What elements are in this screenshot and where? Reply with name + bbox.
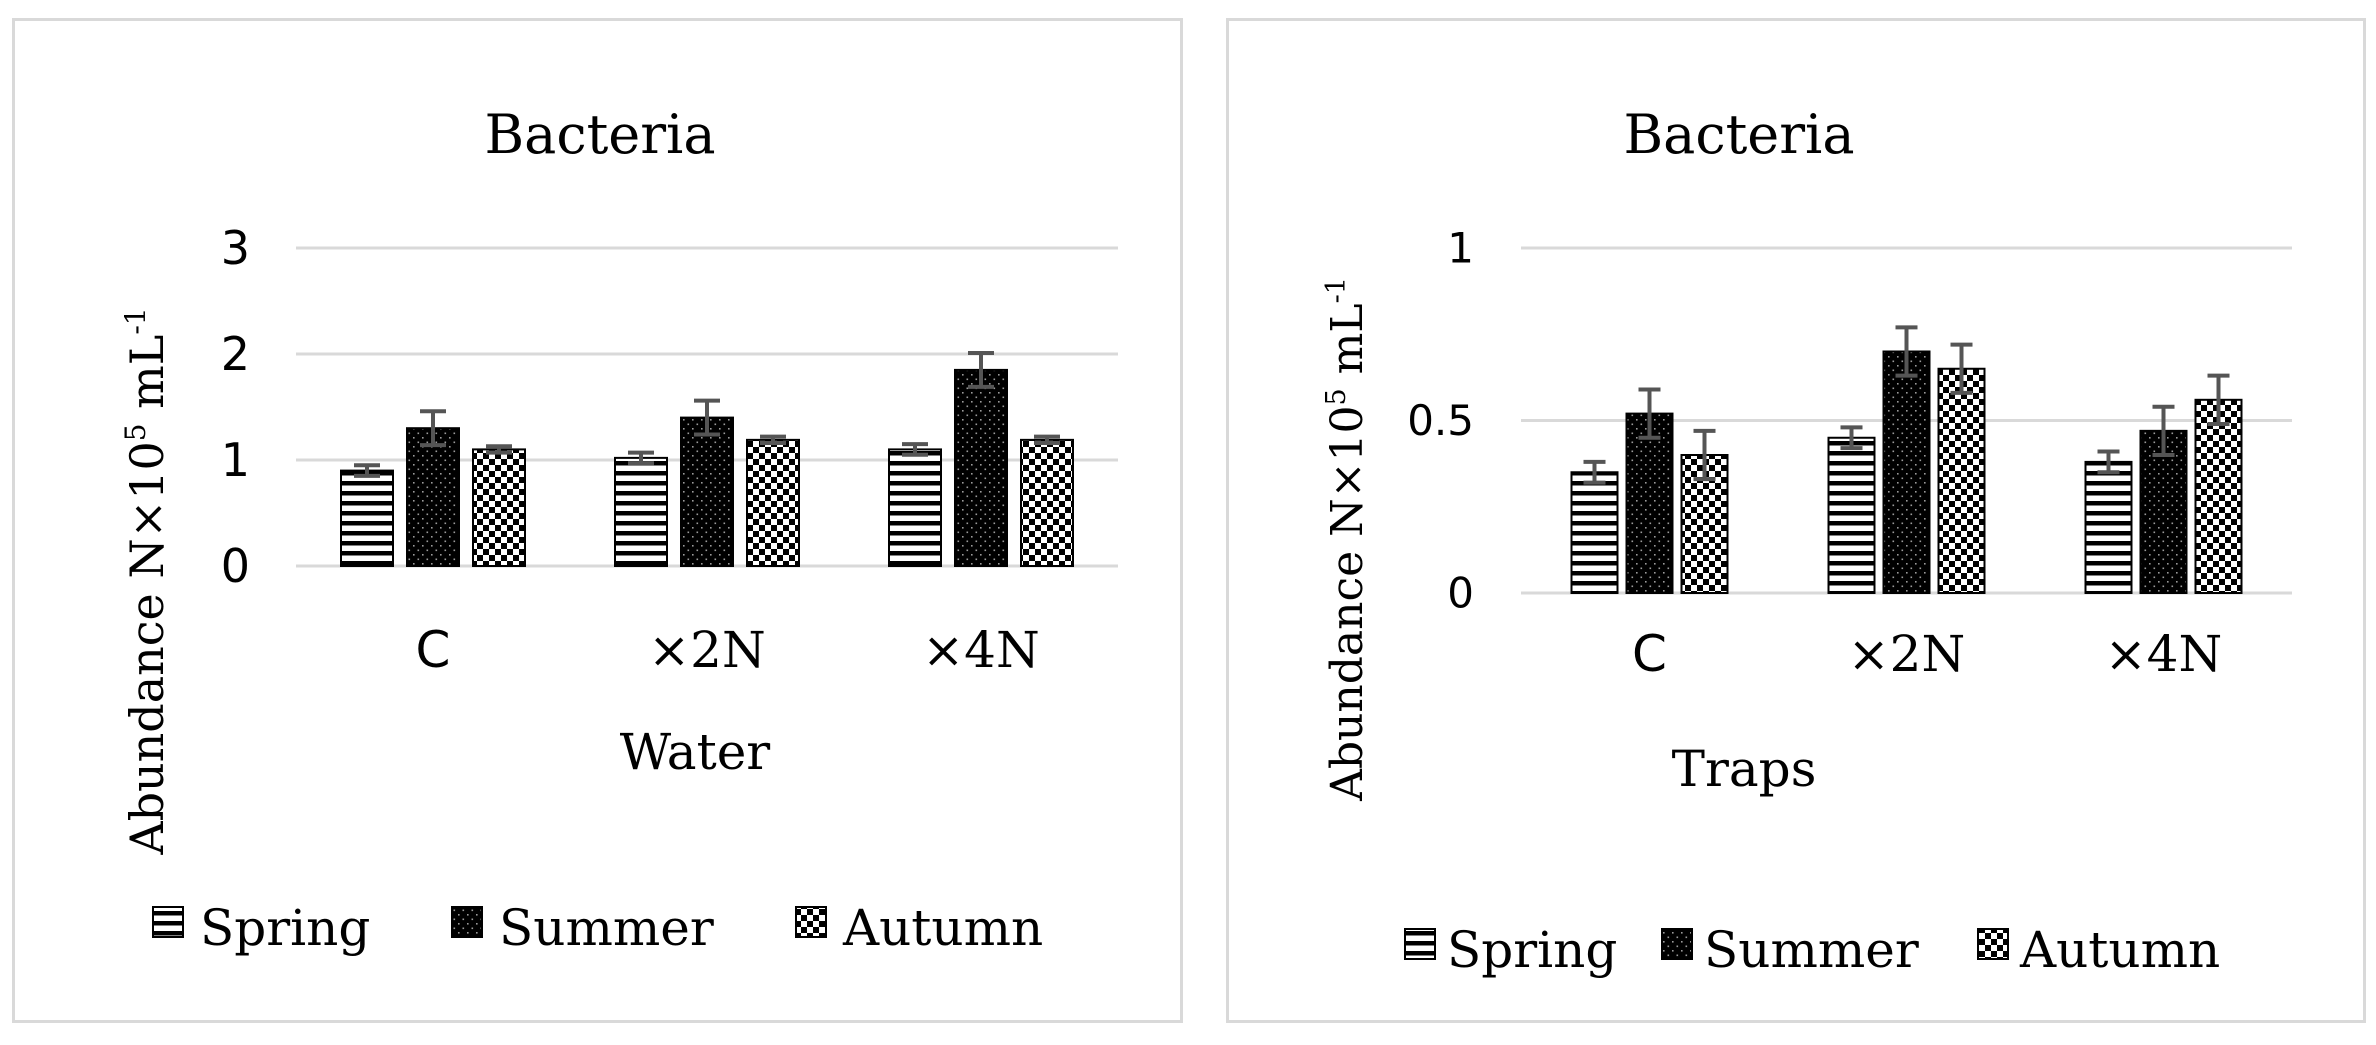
error-bar <box>1693 428 1716 482</box>
legend-swatch <box>1661 928 1693 960</box>
x-category-label: ×4N <box>2105 625 2222 683</box>
legend-item-spring: Spring <box>1404 921 1617 979</box>
bar-autumn <box>472 448 526 567</box>
error-bar <box>2207 373 2230 426</box>
legend-item-summer: Summer <box>451 899 714 957</box>
bar-spring <box>340 469 394 568</box>
chart-traps-svg: Bacteria Traps Abundance N×105 mL-1 0 0.5… <box>1321 103 2292 979</box>
bar-spring <box>2084 460 2133 594</box>
y-tick-label: 1 <box>1447 224 1474 273</box>
bar-autumn <box>2194 398 2243 594</box>
x-axis-label: Traps <box>1672 740 1817 798</box>
y-tick-label: 0 <box>1447 569 1474 618</box>
bar-spring <box>888 448 942 567</box>
error-bar <box>1583 459 1606 485</box>
x-category-label: ×2N <box>648 621 765 679</box>
error-bar <box>486 444 512 455</box>
bar-autumn <box>1020 438 1074 567</box>
bar-autumn <box>746 438 800 567</box>
x-category-label: C <box>416 621 451 679</box>
legend-swatch <box>451 906 483 938</box>
error-bar <box>354 463 380 478</box>
legend-swatch <box>152 906 184 938</box>
bar-summer <box>680 416 734 567</box>
legend-swatch <box>795 906 827 938</box>
error-bar <box>1034 434 1060 446</box>
error-bar <box>968 350 994 389</box>
y-tick-label: 0.5 <box>1407 396 1474 445</box>
error-bar <box>2152 404 2175 457</box>
y-tick-label: 3 <box>221 221 250 275</box>
chart-title: Bacteria <box>484 103 715 166</box>
y-tick-label: 2 <box>221 327 250 381</box>
chart-water-svg: Bacteria Water Abundance N×105 mL-1 0 1 2 3… <box>119 103 1118 957</box>
legend-item-autumn: Autumn <box>1977 921 2220 979</box>
bar-summer <box>1882 350 1931 594</box>
bar-summer <box>1625 412 1674 594</box>
x-category-label: C <box>1632 625 1667 683</box>
error-bar <box>1638 387 1661 440</box>
legend-label: Spring <box>1447 921 1617 979</box>
error-bar <box>1840 425 1863 451</box>
bar-summer <box>406 427 460 568</box>
bar-spring <box>1570 471 1619 594</box>
error-bar <box>902 442 928 457</box>
y-tick-label: 0 <box>221 539 250 593</box>
legend-label: Autumn <box>2019 921 2220 979</box>
legend-item-spring: Spring <box>152 899 370 957</box>
legend-item-autumn: Autumn <box>795 899 1043 957</box>
legend-label: Autumn <box>842 899 1043 957</box>
legend-swatch <box>1977 928 2009 960</box>
x-axis-label: Water <box>620 723 771 781</box>
legend-label: Spring <box>200 899 370 957</box>
y-tick-label: 1 <box>221 433 250 487</box>
chart-panel-traps: Bacteria Traps Abundance N×105 mL-1 0 0.5… <box>1226 18 2366 1023</box>
x-category-label: ×4N <box>922 621 1039 679</box>
error-bar <box>694 398 720 437</box>
chart-title: Bacteria <box>1623 103 1854 166</box>
legend-label: Summer <box>1704 921 1919 979</box>
legend-label: Summer <box>499 899 714 957</box>
error-bar <box>760 434 786 446</box>
x-category-label: ×2N <box>1848 625 1965 683</box>
bar-spring <box>614 456 668 568</box>
legend-item-summer: Summer <box>1661 921 1919 979</box>
bar-spring <box>1827 436 1876 594</box>
error-bar <box>2097 449 2120 475</box>
y-axis-label: Abundance N×105 mL-1 <box>1321 277 1373 802</box>
error-bar <box>1895 325 1918 378</box>
error-bar <box>628 450 654 466</box>
legend-swatch <box>1404 928 1436 960</box>
chart-panel-water: Bacteria Water Abundance N×105 mL-1 0 1 2 3… <box>12 18 1183 1023</box>
bar-summer <box>954 368 1008 567</box>
error-bar <box>1950 342 1973 395</box>
bar-autumn <box>1937 367 1986 594</box>
y-axis-label: Abundance N×105 mL-1 <box>119 307 174 855</box>
error-bar <box>420 409 446 448</box>
